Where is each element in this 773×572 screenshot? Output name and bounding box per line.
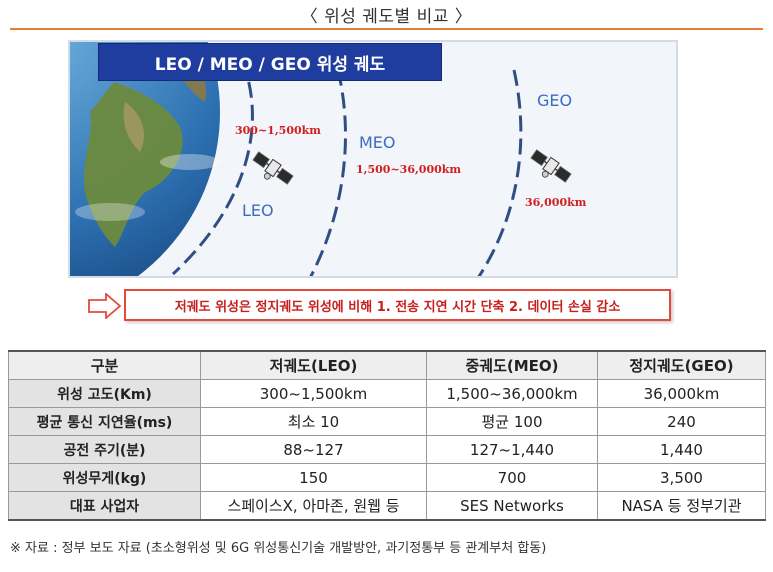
orbit-diagram-graphic xyxy=(70,42,523,276)
geo-satellite-icon xyxy=(530,149,572,183)
table-cell: 300~1,500km xyxy=(200,379,427,408)
table-cell: 1,500~36,000km xyxy=(426,379,598,408)
table-cell: NASA 등 정부기관 xyxy=(597,491,766,521)
leo-altitude-label: 300~1,500km xyxy=(235,124,321,137)
table-cell: 36,000km xyxy=(597,379,766,408)
meo-label: MEO xyxy=(359,133,396,152)
header-geo: 정지궤도(GEO) xyxy=(597,350,766,380)
title-divider xyxy=(10,28,763,30)
table-row: 평균 통신 지연율(ms) 최소 10 평균 100 240 xyxy=(8,407,766,436)
table-cell: SES Networks xyxy=(426,491,598,521)
row-label: 평균 통신 지연율(ms) xyxy=(8,407,201,436)
orbit-banner: LEO / MEO / GEO 위성 궤도 xyxy=(98,43,442,81)
table-cell: 최소 10 xyxy=(200,407,427,436)
meo-altitude-label: 1,500~36,000km xyxy=(356,163,462,176)
geo-orbit-path xyxy=(477,69,523,276)
row-label: 위성무게(kg) xyxy=(8,463,201,492)
table-row: 공전 주기(분) 88~127 127~1,440 1,440 xyxy=(8,435,766,464)
header-meo: 중궤도(MEO) xyxy=(426,350,598,380)
page-title: 〈 위성 궤도별 비교 〉 xyxy=(300,7,473,27)
earth-illustration xyxy=(70,42,220,276)
header-category: 구분 xyxy=(8,350,201,380)
row-label: 위성 고도(Km) xyxy=(8,379,201,408)
meo-orbit-path xyxy=(309,69,347,276)
table-cell: 127~1,440 xyxy=(426,435,598,464)
callout: 저궤도 위성은 정지궤도 위성에 비해 1. 전송 지연 시간 단축 2. 데이… xyxy=(88,289,673,323)
leo-satellite-icon xyxy=(252,151,294,185)
row-label: 대표 사업자 xyxy=(8,491,201,521)
table-cell: 평균 100 xyxy=(426,407,598,436)
table-cell: 240 xyxy=(597,407,766,436)
leo-label: LEO xyxy=(242,201,274,220)
table-row: 대표 사업자 스페이스X, 아마존, 원웹 등 SES Networks NAS… xyxy=(8,491,766,521)
table-row: 위성 고도(Km) 300~1,500km 1,500~36,000km 36,… xyxy=(8,379,766,408)
table-cell: 1,440 xyxy=(597,435,766,464)
callout-text: 저궤도 위성은 정지궤도 위성에 비해 1. 전송 지연 시간 단축 2. 데이… xyxy=(124,289,671,321)
arrow-right-icon xyxy=(88,293,122,319)
geo-altitude-label: 36,000km xyxy=(525,196,587,209)
header-leo: 저궤도(LEO) xyxy=(200,350,427,380)
source-note: ※ 자료 : 정부 보도 자료 (초소형위성 및 6G 위성통신기술 개발방안,… xyxy=(10,541,547,556)
table-cell: 88~127 xyxy=(200,435,427,464)
table-row: 위성무게(kg) 150 700 3,500 xyxy=(8,463,766,492)
leo-orbit-path xyxy=(171,59,254,276)
table-header-row: 구분 저궤도(LEO) 중궤도(MEO) 정지궤도(GEO) xyxy=(8,350,766,380)
row-label: 공전 주기(분) xyxy=(8,435,201,464)
table-cell: 3,500 xyxy=(597,463,766,492)
table-cell: 700 xyxy=(426,463,598,492)
table-cell: 스페이스X, 아마존, 원웹 등 xyxy=(200,491,427,521)
table-cell: 150 xyxy=(200,463,427,492)
orbit-comparison-table: 구분 저궤도(LEO) 중궤도(MEO) 정지궤도(GEO) 위성 고도(Km)… xyxy=(8,350,766,521)
geo-label: GEO xyxy=(537,91,573,110)
